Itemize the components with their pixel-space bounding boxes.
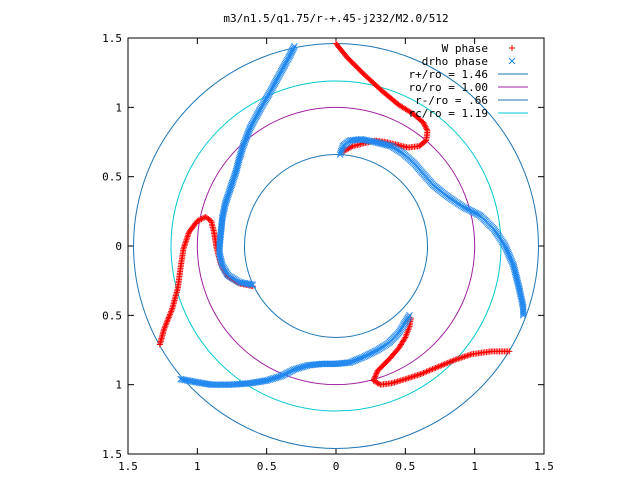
drho-phase-point xyxy=(220,381,228,389)
w-phase-point xyxy=(459,354,466,361)
y-tick-label: 1 xyxy=(115,101,122,114)
drho-phase-point xyxy=(209,381,217,389)
w-phase-point xyxy=(456,355,463,362)
w-phase-point xyxy=(195,217,202,224)
w-phase-point xyxy=(422,123,429,130)
drho-phase-point xyxy=(508,57,516,65)
x-tick-label: 1 xyxy=(471,460,478,473)
w-phase-point xyxy=(401,335,408,342)
x-tick-label: 0.5 xyxy=(395,460,415,473)
x-tick-label: 0 xyxy=(333,460,340,473)
drho-phase-point xyxy=(249,281,257,289)
x-tick-label: 1 xyxy=(194,460,201,473)
drho-phase-point xyxy=(214,381,222,389)
w-phase-point xyxy=(417,142,424,149)
w-phase-point xyxy=(372,373,379,380)
w-phase-point xyxy=(162,321,169,328)
w-phase-point xyxy=(161,324,168,331)
w-phase-point xyxy=(464,352,471,359)
w-phase-point xyxy=(421,120,428,127)
w-phase-point xyxy=(164,317,171,324)
w-phase-point xyxy=(162,323,169,330)
drho-phase-point xyxy=(224,381,231,389)
drho-phase-point xyxy=(211,381,218,389)
w-phase-point xyxy=(467,351,474,358)
x-tick-label: 1.5 xyxy=(534,460,554,473)
w-phase-point xyxy=(371,376,378,383)
drho-phase-point xyxy=(247,281,255,288)
drho-phase-point xyxy=(207,381,215,389)
phase-points xyxy=(156,40,527,389)
w-phase-point xyxy=(371,374,378,381)
legend-label: r+/ro = 1.46 xyxy=(409,68,488,81)
w-phase-point xyxy=(168,306,175,313)
legend-label: drho phase xyxy=(422,55,488,68)
w-phase-point xyxy=(461,353,468,360)
drho-phase-point xyxy=(406,311,413,319)
w-phase-point xyxy=(403,375,410,382)
legend-label: ro/ro = 1.00 xyxy=(409,81,488,94)
drho-phase-point xyxy=(222,381,230,389)
y-tick-label: 1 xyxy=(115,379,122,392)
y-tick-label: 1.5 xyxy=(102,448,122,461)
y-tick-label: 0.5 xyxy=(102,309,122,322)
w-phase-point xyxy=(161,326,168,333)
w-phase-point xyxy=(412,372,419,379)
w-phase-point xyxy=(405,375,412,382)
w-phase-point xyxy=(408,374,415,381)
legend-label: r-/ro = .66 xyxy=(415,94,488,107)
w-phase-point xyxy=(181,241,188,248)
drho-phase-point xyxy=(217,381,225,389)
w-phase-point xyxy=(168,308,175,315)
w-phase-point xyxy=(194,218,201,225)
drho-phase-point xyxy=(519,310,527,318)
w-phase-point xyxy=(165,315,172,322)
x-tick-label: 1.5 xyxy=(118,460,138,473)
chart-title: m3/n1.5/q1.75/r-+.45-j232/M2.0/512 xyxy=(223,12,448,25)
drho-phase-point xyxy=(212,381,220,389)
w-phase-point xyxy=(421,122,428,129)
circle-r-1 xyxy=(196,106,476,386)
w-phase-point xyxy=(183,235,190,242)
w-phase-point xyxy=(184,233,191,240)
circle-r-0-66 xyxy=(243,153,429,339)
w-phase-point xyxy=(167,309,174,316)
w-phase-point xyxy=(166,312,173,319)
legend-label: W phase xyxy=(442,42,488,55)
w-phase-point xyxy=(180,244,187,251)
w-phase-point xyxy=(372,371,379,378)
w-phase-point xyxy=(197,216,204,223)
x-tick-label: 0.5 xyxy=(257,460,277,473)
w-phase-point xyxy=(414,372,421,379)
w-phase-point xyxy=(198,215,205,222)
w-phase-point xyxy=(182,239,189,246)
w-phase-point xyxy=(182,238,189,245)
w-phase-point xyxy=(420,119,427,126)
w-phase-point xyxy=(183,236,190,243)
drho-phase-point xyxy=(519,311,527,319)
drho-phase-point xyxy=(219,381,226,389)
w-phase-point xyxy=(406,374,413,381)
y-tick-label: 0 xyxy=(115,240,122,253)
w-phase-point xyxy=(166,311,173,318)
w-phase-point xyxy=(373,370,380,377)
y-tick-label: 1.5 xyxy=(102,32,122,45)
w-phase-point xyxy=(465,352,472,359)
w-phase-point xyxy=(423,125,430,132)
w-phase-point xyxy=(370,377,377,384)
w-phase-point xyxy=(181,242,188,249)
w-phase-point xyxy=(163,320,170,327)
drho-phase-point xyxy=(215,381,223,389)
w-phase-point xyxy=(462,353,469,360)
w-phase-point xyxy=(164,318,171,325)
w-phase-point xyxy=(509,45,515,51)
w-phase-point xyxy=(409,373,416,380)
y-tick-label: 0.5 xyxy=(102,171,122,184)
w-phase-point xyxy=(165,314,172,321)
legend-label: rc/ro = 1.19 xyxy=(409,107,488,120)
w-phase-point xyxy=(411,373,418,380)
